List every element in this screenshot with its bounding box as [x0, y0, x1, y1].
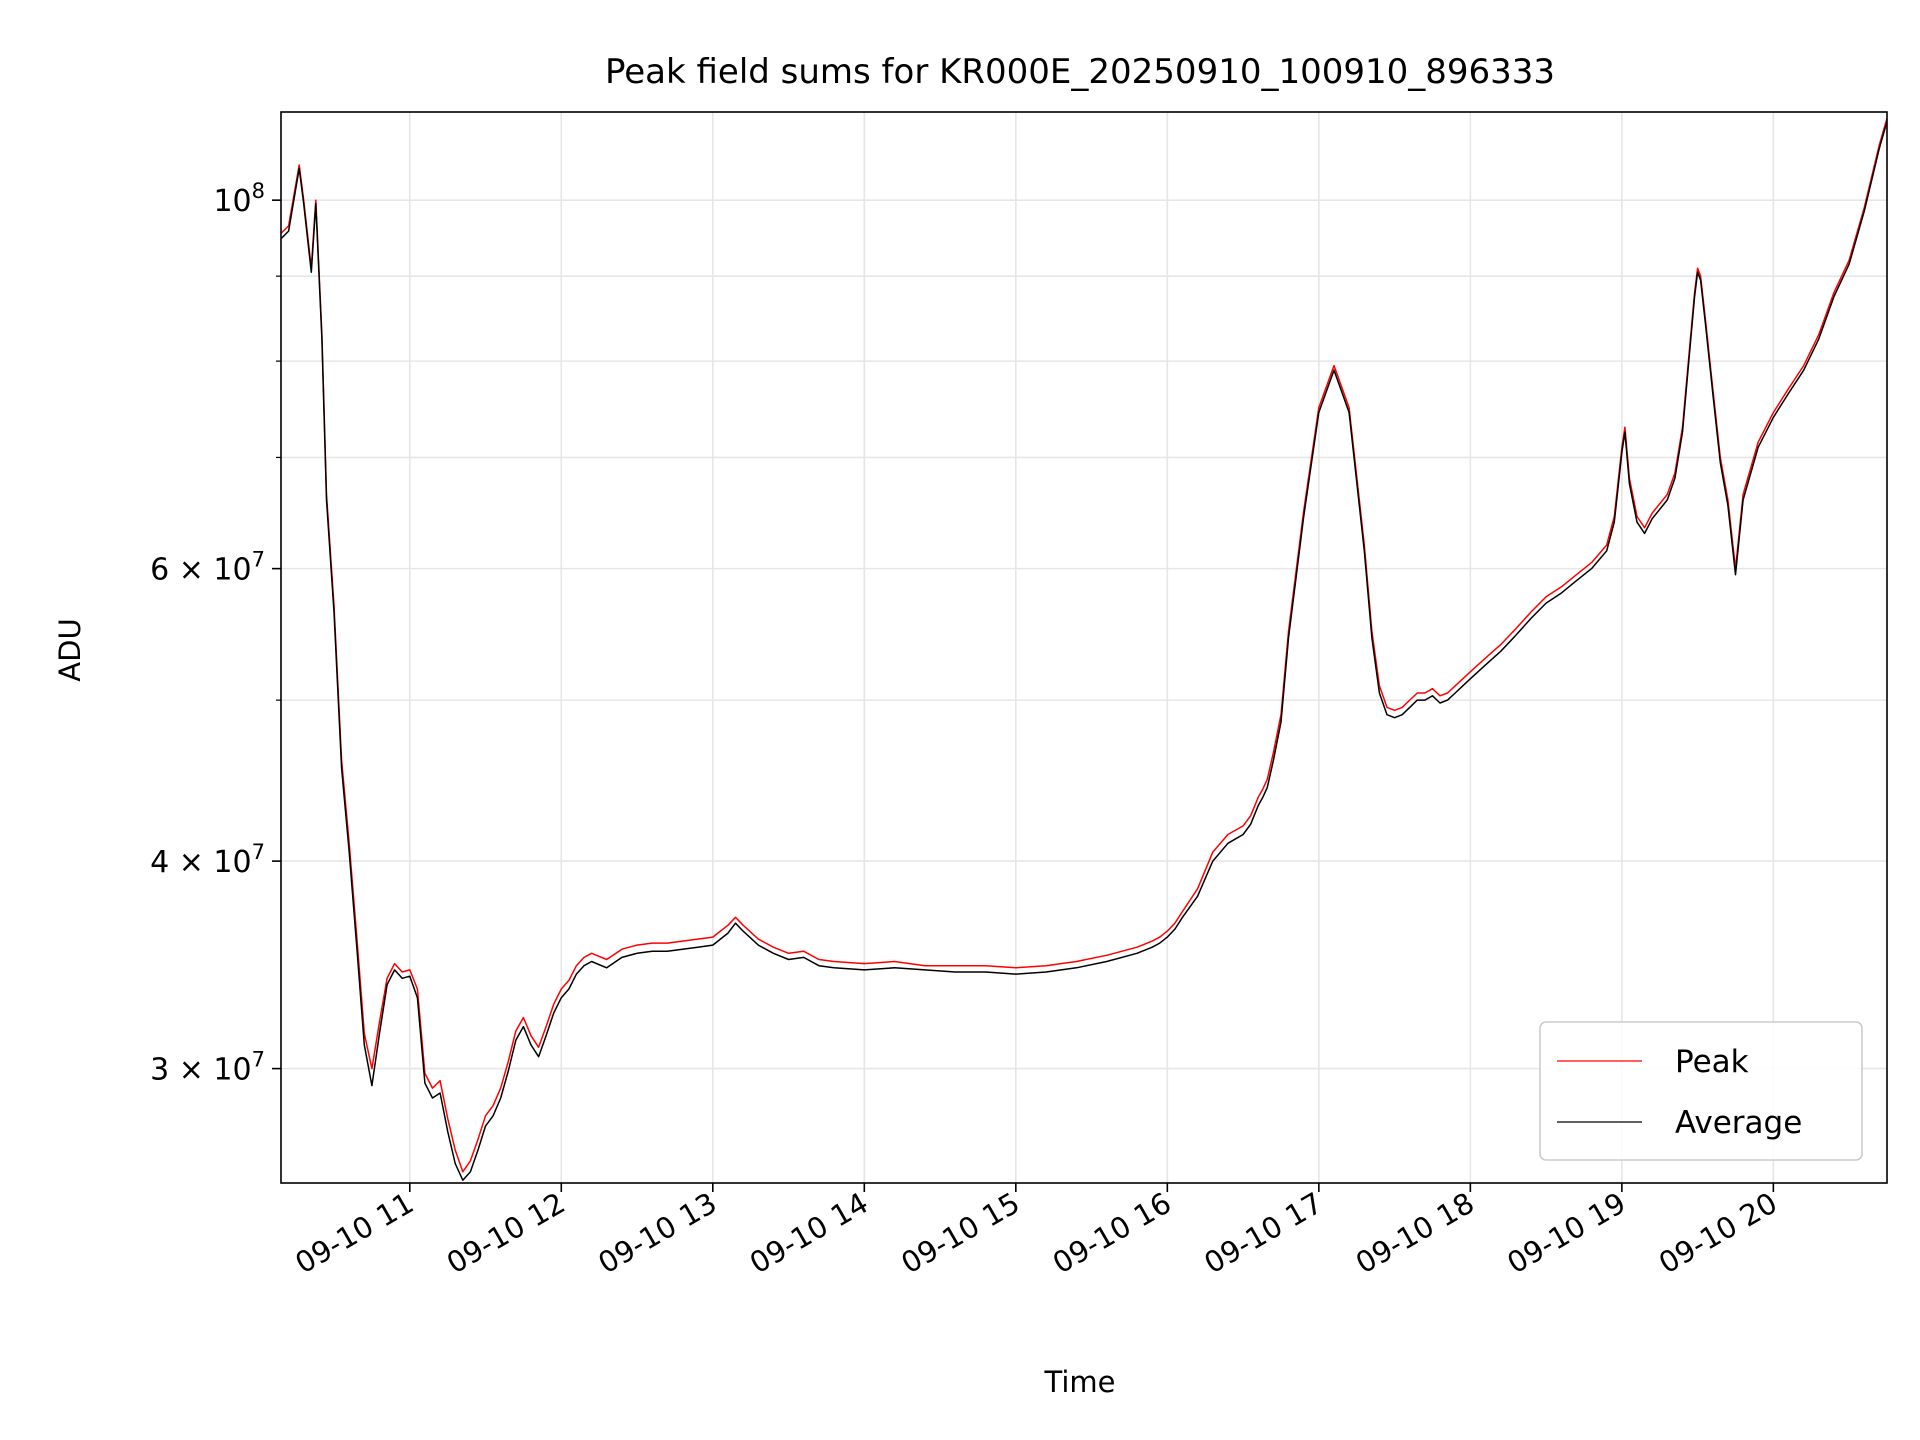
y-axis-label: ADU	[53, 618, 87, 681]
y-tick-label: 3 × 107	[150, 1048, 265, 1088]
chart-title: Peak field sums for KR000E_20250910_1009…	[605, 52, 1555, 92]
legend-label-peak: Peak	[1675, 1044, 1749, 1080]
y-tick-label: 4 × 107	[150, 840, 265, 880]
legend: Peak Average	[1539, 1021, 1863, 1161]
legend-label-average: Average	[1675, 1105, 1802, 1141]
y-tick-label: 108	[213, 179, 265, 219]
x-axis-label: Time	[1044, 1365, 1116, 1399]
plot-frame	[280, 111, 1888, 1184]
y-tick-label: 6 × 107	[150, 548, 265, 588]
series-lines	[281, 118, 1887, 1181]
series-line-average	[281, 121, 1887, 1181]
series-line-peak	[281, 118, 1887, 1173]
legend-box	[1539, 1021, 1863, 1161]
